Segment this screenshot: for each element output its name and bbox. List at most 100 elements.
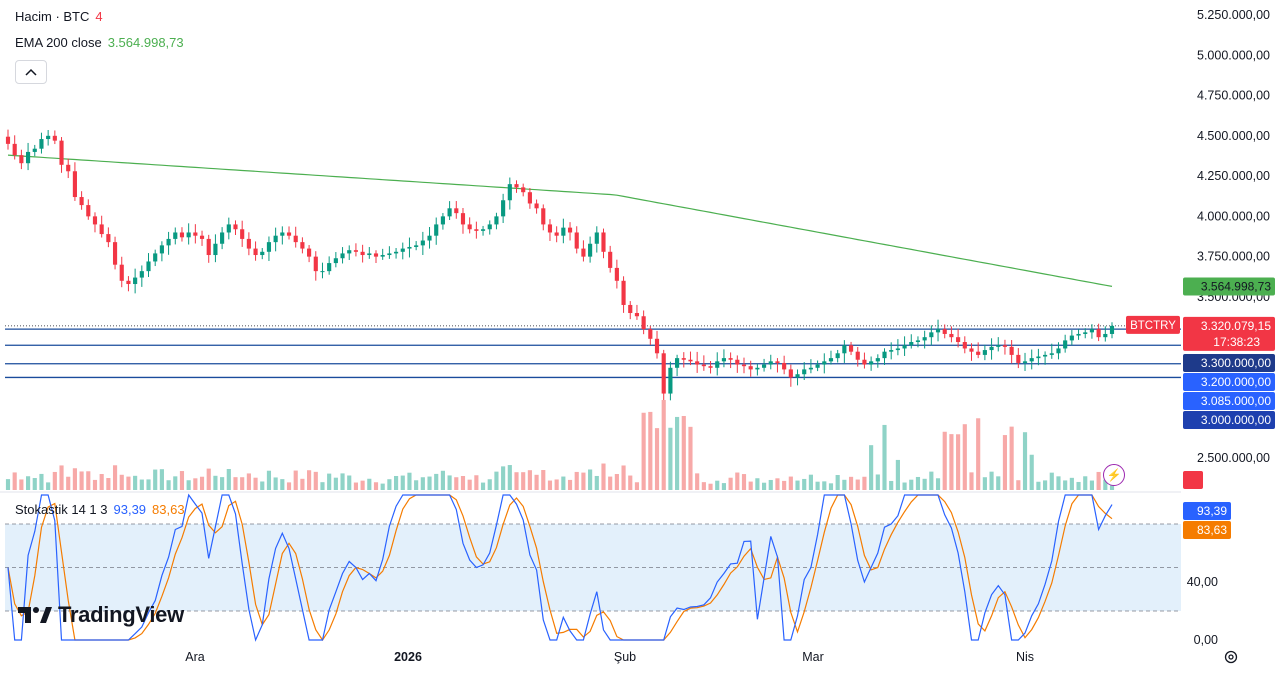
candle-body: [226, 224, 231, 233]
volume-bar: [661, 400, 666, 490]
volume-bar: [59, 465, 64, 490]
volume-bar: [347, 475, 352, 490]
candle-body: [1002, 345, 1008, 347]
price-axis: 5.250.000,00 5.000.000,00 4.750.000,00 4.50…: [1126, 8, 1275, 647]
volume-bar: [427, 476, 432, 490]
candle-body: [46, 135, 51, 140]
candle-body: [1049, 353, 1054, 355]
chevron-up-icon: [25, 68, 37, 76]
candle-body: [112, 242, 118, 265]
svg-text:3.320.079,15: 3.320.079,15: [1201, 319, 1271, 333]
candle-body: [39, 139, 44, 149]
candle-body: [962, 342, 967, 349]
candle-body: [1022, 361, 1028, 363]
volume-bar: [246, 473, 251, 490]
gear-icon[interactable]: [1222, 648, 1240, 666]
price-tick-label: 3.750.000,00: [1197, 250, 1270, 264]
volume-bar: [5, 479, 11, 490]
candle-body: [5, 136, 11, 144]
volume-bar: [561, 476, 566, 490]
candle-body: [460, 213, 466, 225]
candle-body: [193, 232, 198, 236]
candle-body: [909, 342, 914, 346]
volume-bar: [962, 424, 967, 490]
price-tick-label: 2.500.000,00: [1197, 451, 1270, 465]
candle-body: [240, 229, 245, 239]
volume-bar: [86, 471, 91, 490]
stochastic-k-tag: 93,39: [1183, 502, 1231, 520]
candle-body: [300, 242, 305, 249]
candle-body: [902, 345, 907, 349]
volume-bar: [1056, 476, 1061, 490]
volume-bar: [822, 481, 827, 490]
volume-bar: [480, 482, 486, 490]
volume-bar: [547, 480, 553, 490]
volume-bar: [802, 478, 807, 490]
volume-bar: [588, 469, 593, 490]
candle-body: [179, 232, 185, 238]
candle-body: [440, 216, 445, 225]
volume-bar: [1083, 476, 1088, 490]
candle-body: [668, 367, 673, 394]
candle-body: [1063, 340, 1068, 349]
candle-body: [253, 248, 258, 256]
volume-bar: [460, 475, 466, 490]
candle-body: [494, 216, 499, 225]
candle-body: [92, 216, 98, 225]
volume-bar: [240, 477, 245, 490]
volume-bar: [199, 476, 205, 490]
candle-body: [956, 337, 961, 343]
volume-bar: [996, 476, 1001, 490]
candle-body: [614, 267, 619, 281]
volume-bar: [715, 480, 720, 490]
candle-body: [701, 364, 706, 367]
volume-bar: [875, 474, 880, 490]
volume-bar: [989, 471, 994, 490]
candle-body: [688, 359, 693, 362]
candle-body: [989, 346, 994, 351]
volume-bar: [213, 475, 218, 490]
candle-body: [153, 253, 158, 262]
candle-body: [527, 192, 532, 204]
volume-bar: [440, 470, 445, 490]
volume-bar: [420, 477, 425, 490]
volume-bar: [166, 480, 171, 490]
volume-bar: [922, 478, 927, 490]
svg-text:4: 4: [1264, 473, 1271, 487]
candle-body: [360, 251, 365, 256]
time-axis: Ara 2026 Şub Mar Nis: [185, 650, 1034, 664]
volume-bar: [614, 474, 619, 490]
candle-body: [353, 250, 359, 252]
candle-body: [828, 358, 834, 362]
volume-bar: [220, 477, 225, 490]
volume-bar: [507, 465, 512, 490]
stochastic-k-value: 93,39: [113, 502, 147, 517]
candle-body: [166, 238, 171, 246]
candle-body: [1103, 333, 1108, 338]
candle-body: [327, 263, 332, 272]
volume-bar: [226, 469, 231, 490]
candle-body: [969, 348, 974, 352]
volume-bar: [447, 475, 452, 490]
lightning-icon[interactable]: ⚡: [1103, 464, 1125, 486]
candle-body: [199, 235, 205, 239]
volume-bar: [735, 472, 740, 490]
collapse-legend-button[interactable]: [15, 60, 47, 84]
volume-legend: Hacim · BTC 4: [15, 9, 103, 24]
candle-body: [266, 242, 272, 252]
candle-body: [286, 232, 292, 236]
candle-body: [775, 361, 780, 363]
candle-body: [1009, 346, 1014, 355]
candle-body: [541, 208, 546, 225]
candle-body: [487, 224, 492, 230]
volume-bar: [300, 478, 305, 490]
volume-bar: [133, 475, 138, 490]
volume-bar: [106, 478, 111, 490]
volume-bar: [501, 466, 506, 490]
volume-bar: [193, 478, 198, 490]
volume-bar: [112, 465, 118, 490]
volume-bar: [835, 475, 840, 490]
volume-bar: [808, 474, 813, 490]
tradingview-logo-icon: [18, 607, 52, 623]
